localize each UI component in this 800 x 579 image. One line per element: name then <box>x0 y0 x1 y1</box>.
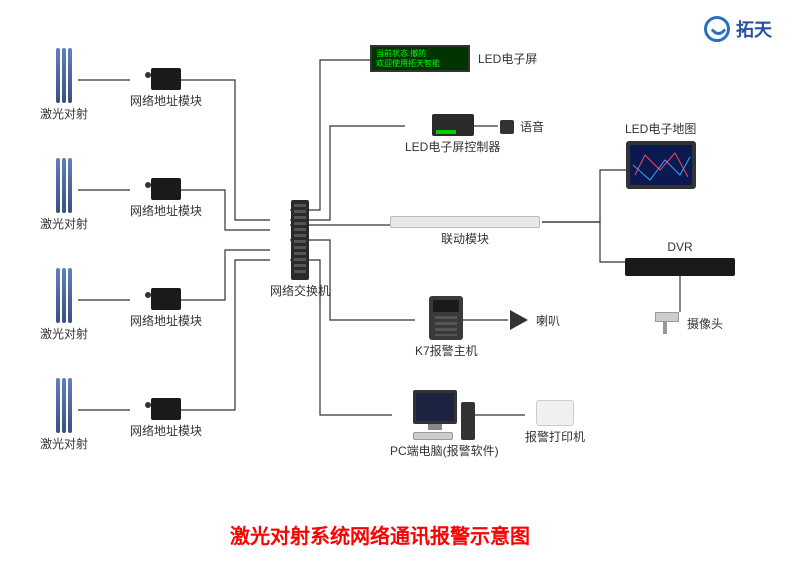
led-map-icon <box>626 141 696 189</box>
node-module-3: 网络地址模块 <box>130 288 202 329</box>
speaker-icon <box>500 120 514 134</box>
speaker-label: 语音 <box>520 118 544 135</box>
node-laser-3: 激光对射 <box>40 268 88 342</box>
module-icon <box>151 398 181 420</box>
edge-mod4-switch <box>162 260 270 410</box>
camera-icon <box>655 312 679 334</box>
laser-3-label: 激光对射 <box>40 325 88 342</box>
laser-4-label: 激光对射 <box>40 435 88 452</box>
horn-label: 喇叭 <box>536 312 560 329</box>
laser-tower-icon <box>56 158 72 213</box>
printer-label: 报警打印机 <box>525 428 585 445</box>
camera-label: 摄像头 <box>687 315 723 332</box>
node-dvr: DVR <box>625 240 735 276</box>
node-module-2: 网络地址模块 <box>130 178 202 219</box>
linkage-module-icon <box>390 216 540 228</box>
edge-link_mod-dvr <box>542 222 625 262</box>
laser-2-label: 激光对射 <box>40 215 88 232</box>
brand-logo-icon <box>704 16 730 42</box>
node-led-controller: LED电子屏控制器 <box>405 114 500 155</box>
switch-label: 网络交换机 <box>270 282 330 299</box>
node-module-4: 网络地址模块 <box>130 398 202 439</box>
brand: 拓天 <box>704 16 772 42</box>
node-k7-alarm-host: K7报警主机 <box>415 296 478 359</box>
laser-1-label: 激光对射 <box>40 105 88 122</box>
node-laser-2: 激光对射 <box>40 158 88 232</box>
led-screen-line1: 当前状态:撤防 <box>376 49 464 59</box>
edge-switch-led_screen <box>290 60 370 210</box>
pc-icon <box>413 390 475 440</box>
node-laser-4: 激光对射 <box>40 378 88 452</box>
module-4-label: 网络地址模块 <box>130 422 202 439</box>
horn-icon <box>510 310 528 330</box>
led-screen-line2: 欢迎使用拓天智能 <box>376 59 464 69</box>
diagram-title: 激光对射系统网络通讯报警示意图 <box>230 520 530 549</box>
module-2-label: 网络地址模块 <box>130 202 202 219</box>
node-linkage-module: 联动模块 <box>390 216 540 247</box>
k7-label: K7报警主机 <box>415 342 478 359</box>
brand-text: 拓天 <box>736 16 772 42</box>
node-led-map: LED电子地图 <box>625 120 696 189</box>
module-icon <box>151 288 181 310</box>
node-led-screen: 当前状态:撤防 欢迎使用拓天智能 LED电子屏 <box>370 45 537 72</box>
linkage-module-label: 联动模块 <box>441 230 489 247</box>
laser-tower-icon <box>56 378 72 433</box>
dvr-label: DVR <box>667 240 692 254</box>
module-icon <box>151 68 181 90</box>
dvr-icon <box>625 258 735 276</box>
node-module-1: 网络地址模块 <box>130 68 202 109</box>
switch-icon <box>291 200 309 280</box>
node-pc: PC端电脑(报警软件) <box>390 390 499 459</box>
diagram-edges <box>0 0 800 579</box>
printer-icon <box>536 400 574 426</box>
module-3-label: 网络地址模块 <box>130 312 202 329</box>
laser-tower-icon <box>56 48 72 103</box>
led-screen-label: LED电子屏 <box>478 50 537 67</box>
node-camera: 摄像头 <box>655 312 723 334</box>
led-map-label: LED电子地图 <box>625 120 696 137</box>
led-controller-icon <box>432 114 474 136</box>
led-controller-label: LED电子屏控制器 <box>405 138 500 155</box>
pc-label: PC端电脑(报警软件) <box>390 442 499 459</box>
led-screen-icon: 当前状态:撤防 欢迎使用拓天智能 <box>370 45 470 72</box>
node-horn: 喇叭 <box>510 310 560 330</box>
module-1-label: 网络地址模块 <box>130 92 202 109</box>
node-network-switch: 网络交换机 <box>270 200 330 299</box>
node-voice-speaker: 语音 <box>500 118 544 135</box>
laser-tower-icon <box>56 268 72 323</box>
module-icon <box>151 178 181 200</box>
k7-icon <box>429 296 463 340</box>
node-laser-1: 激光对射 <box>40 48 88 122</box>
node-printer: 报警打印机 <box>525 400 585 445</box>
